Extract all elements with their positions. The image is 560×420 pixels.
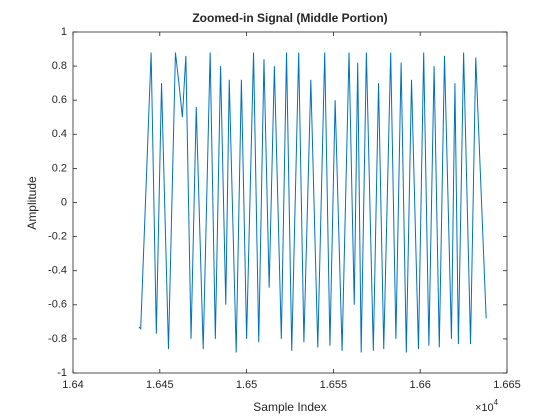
signal-line (138, 52, 487, 353)
y-tick-label: -0.8 (48, 333, 67, 345)
x-tick-label: 1.65 (236, 379, 257, 391)
y-tick-label: 0 (61, 196, 67, 208)
y-tick-label: 1 (61, 26, 67, 38)
y-tick-label: -0.4 (48, 265, 67, 277)
x-multiplier-base: ×10 (475, 402, 494, 414)
y-tick-label: -0.6 (48, 299, 67, 311)
y-tick-label: -1 (57, 367, 67, 379)
y-tick-label: -0.2 (48, 231, 67, 243)
x-tick-label: 1.665 (493, 379, 521, 391)
x-multiplier: ×104 (475, 398, 499, 414)
x-tick-label: 1.66 (409, 379, 430, 391)
x-tick-label: 1.64 (62, 379, 83, 391)
chart-title: Zoomed-in Signal (Middle Portion) (192, 11, 387, 25)
x-tick-label: 1.655 (320, 379, 348, 391)
x-tick-label: 1.645 (146, 379, 174, 391)
x-exponent: 4 (494, 398, 499, 407)
x-axis-label: Sample Index (253, 400, 326, 414)
y-tick-label: 0.2 (52, 162, 67, 174)
y-tick-label: 0.8 (52, 60, 67, 72)
y-axis-label: Amplitude (25, 176, 39, 230)
y-tick-label: 0.6 (52, 94, 67, 106)
y-tick-label: 0.4 (52, 128, 67, 140)
